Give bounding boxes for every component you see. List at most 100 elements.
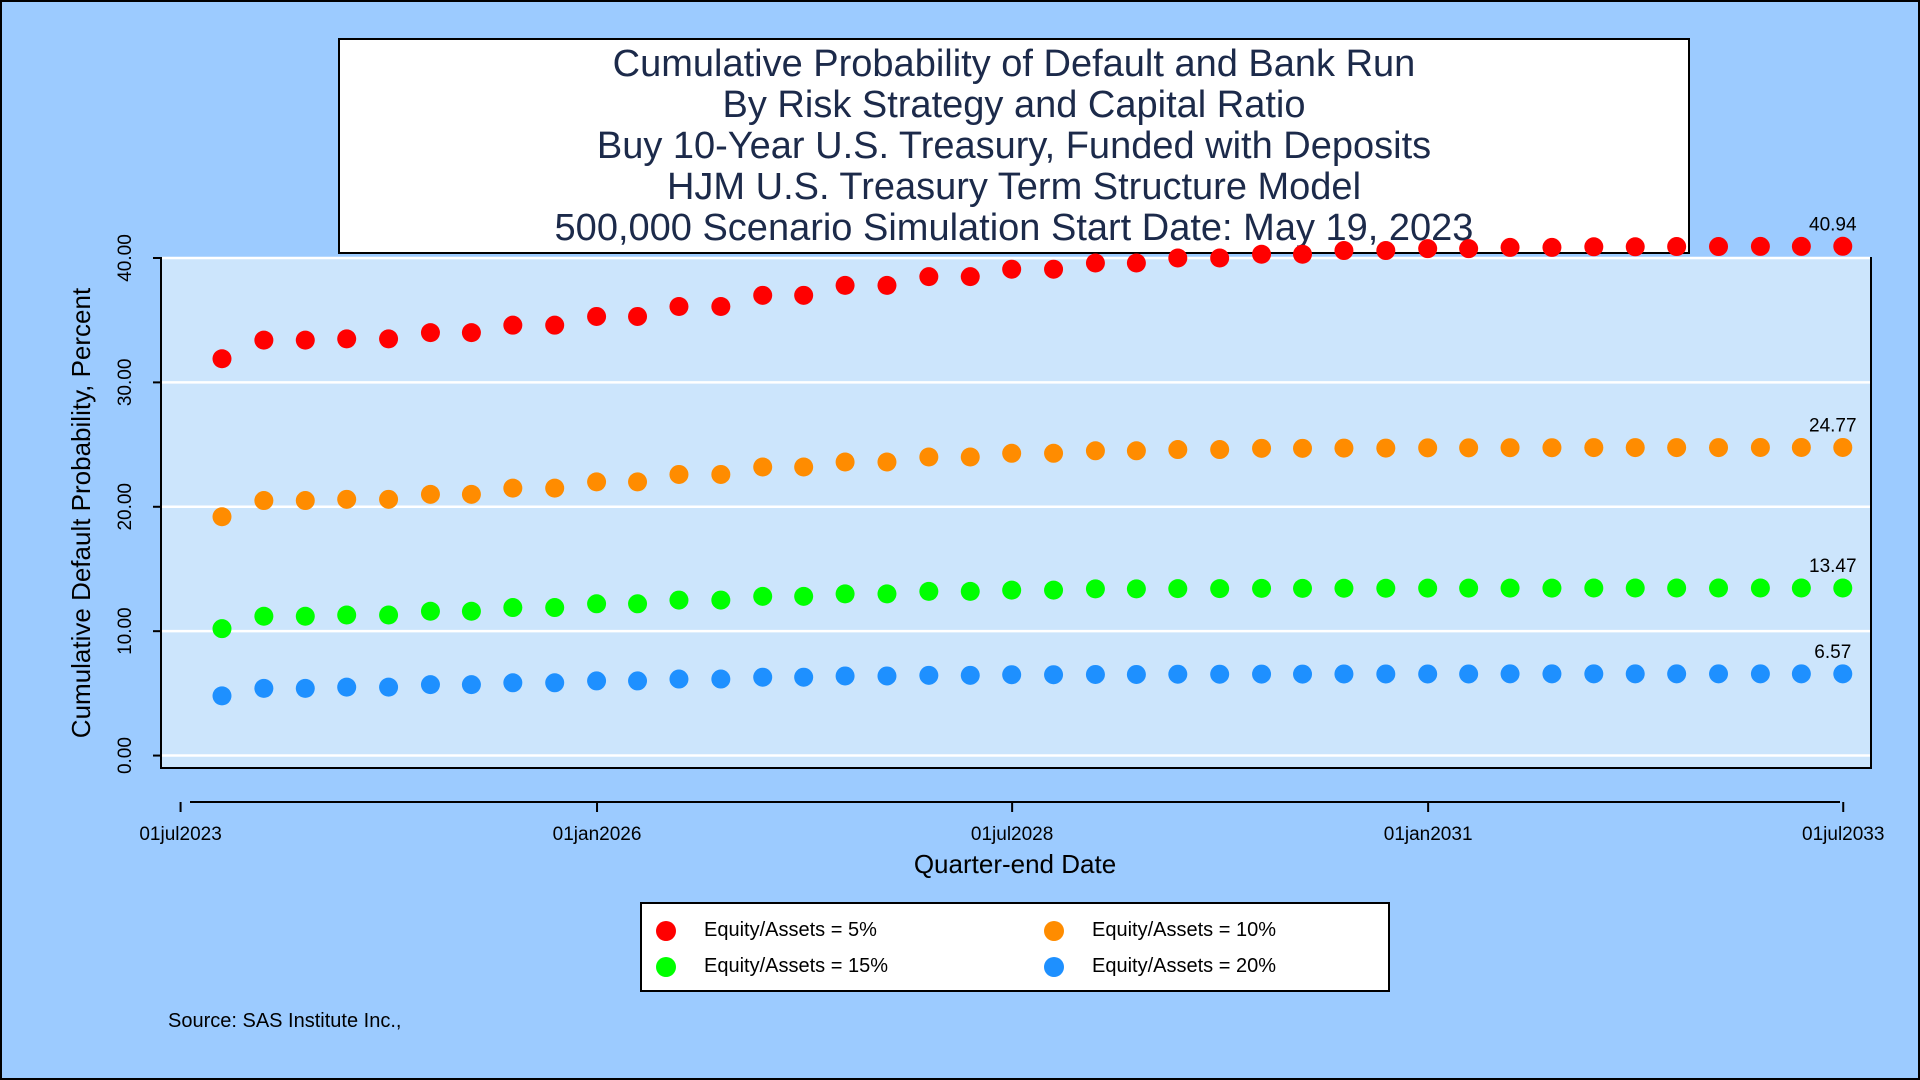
data-point bbox=[1210, 440, 1230, 460]
data-point bbox=[1625, 237, 1645, 257]
data-point bbox=[295, 606, 315, 626]
title-line-1: Cumulative Probability of Default and Ba… bbox=[612, 42, 1416, 85]
legend-swatch-blue bbox=[1044, 956, 1064, 977]
data-point bbox=[1210, 248, 1230, 268]
x-tick-label: 01jan2026 bbox=[553, 824, 642, 845]
data-point bbox=[1376, 241, 1396, 261]
data-point bbox=[1418, 438, 1438, 458]
data-point bbox=[1750, 578, 1770, 598]
data-point bbox=[1625, 664, 1645, 684]
data-point bbox=[337, 329, 357, 349]
data-point bbox=[1791, 437, 1811, 457]
data-point bbox=[295, 678, 315, 698]
data-point bbox=[1044, 259, 1064, 279]
data-point bbox=[669, 297, 689, 317]
legend-label-15pct: Equity/Assets = 15% bbox=[704, 955, 888, 977]
data-point bbox=[711, 590, 731, 610]
legend-swatch-green bbox=[656, 956, 676, 977]
data-point bbox=[1334, 438, 1354, 458]
data-point bbox=[212, 619, 232, 639]
data-point bbox=[503, 673, 523, 693]
data-point bbox=[420, 323, 440, 343]
data-point bbox=[1002, 259, 1022, 279]
data-point bbox=[1791, 578, 1811, 598]
data-point bbox=[1542, 237, 1562, 257]
end-value-label: 40.94 bbox=[1809, 214, 1857, 235]
data-point bbox=[1584, 578, 1604, 598]
data-point bbox=[587, 306, 607, 326]
data-point bbox=[1542, 578, 1562, 598]
data-point bbox=[461, 601, 481, 621]
legend-swatch-red bbox=[656, 920, 676, 941]
data-point bbox=[587, 472, 607, 492]
legend-label-5pct: Equity/Assets = 5% bbox=[704, 919, 877, 941]
data-point bbox=[960, 665, 980, 685]
source-note: Source: SAS Institute Inc., bbox=[168, 1010, 402, 1032]
data-point bbox=[1833, 578, 1853, 598]
data-point bbox=[835, 666, 855, 686]
y-tick-label: 40.00 bbox=[115, 234, 136, 282]
data-point bbox=[1667, 438, 1687, 458]
data-point bbox=[1085, 441, 1105, 461]
data-point bbox=[1293, 578, 1313, 598]
data-point bbox=[503, 315, 523, 335]
plot-area bbox=[160, 257, 1872, 769]
data-point bbox=[379, 489, 399, 509]
data-point bbox=[1833, 437, 1853, 457]
data-point bbox=[1252, 664, 1272, 684]
x-tick-label: 01jul2023 bbox=[139, 824, 221, 845]
data-point bbox=[254, 678, 274, 698]
data-point bbox=[337, 677, 357, 697]
data-point bbox=[960, 581, 980, 601]
data-point bbox=[919, 581, 939, 601]
title-line-5: 500,000 Scenario Simulation Start Date: … bbox=[554, 206, 1474, 249]
end-value-label: 24.77 bbox=[1809, 415, 1857, 436]
data-point bbox=[1459, 438, 1479, 458]
data-point bbox=[1667, 578, 1687, 598]
data-point bbox=[1210, 664, 1230, 684]
data-point bbox=[337, 489, 357, 509]
data-point bbox=[212, 349, 232, 369]
data-point bbox=[794, 586, 814, 606]
data-point bbox=[1126, 664, 1146, 684]
data-point bbox=[1002, 580, 1022, 600]
title-line-2: By Risk Strategy and Capital Ratio bbox=[722, 83, 1306, 126]
data-point bbox=[669, 669, 689, 689]
data-point bbox=[1334, 578, 1354, 598]
data-point bbox=[420, 601, 440, 621]
data-point bbox=[1584, 438, 1604, 458]
data-point bbox=[1709, 438, 1729, 458]
data-point bbox=[711, 297, 731, 317]
y-tick-label: 30.00 bbox=[115, 359, 136, 407]
chart-title-box: Cumulative Probability of Default and Ba… bbox=[338, 38, 1690, 254]
data-point bbox=[461, 323, 481, 343]
data-point bbox=[919, 267, 939, 287]
end-value-label: 13.47 bbox=[1809, 556, 1857, 577]
legend-swatch-orange bbox=[1044, 920, 1064, 941]
data-point bbox=[1376, 664, 1396, 684]
x-tick-label: 01jul2033 bbox=[1802, 824, 1884, 845]
data-point bbox=[753, 285, 773, 305]
data-point bbox=[1293, 664, 1313, 684]
data-point bbox=[503, 598, 523, 618]
data-point bbox=[1210, 579, 1230, 599]
data-point bbox=[669, 464, 689, 484]
data-point bbox=[1833, 236, 1853, 256]
data-point bbox=[1252, 438, 1272, 458]
data-point bbox=[1584, 237, 1604, 257]
data-point bbox=[960, 267, 980, 287]
data-point bbox=[254, 606, 274, 626]
data-point bbox=[587, 671, 607, 691]
data-point bbox=[1168, 248, 1188, 268]
data-point bbox=[1709, 237, 1729, 257]
x-tick-label: 01jul2028 bbox=[971, 824, 1053, 845]
data-point bbox=[1625, 578, 1645, 598]
data-point bbox=[545, 315, 565, 335]
data-point bbox=[753, 667, 773, 687]
data-point bbox=[1376, 438, 1396, 458]
data-point bbox=[794, 667, 814, 687]
data-point bbox=[1459, 239, 1479, 259]
data-point bbox=[1293, 438, 1313, 458]
data-point bbox=[1168, 579, 1188, 599]
data-point bbox=[379, 677, 399, 697]
